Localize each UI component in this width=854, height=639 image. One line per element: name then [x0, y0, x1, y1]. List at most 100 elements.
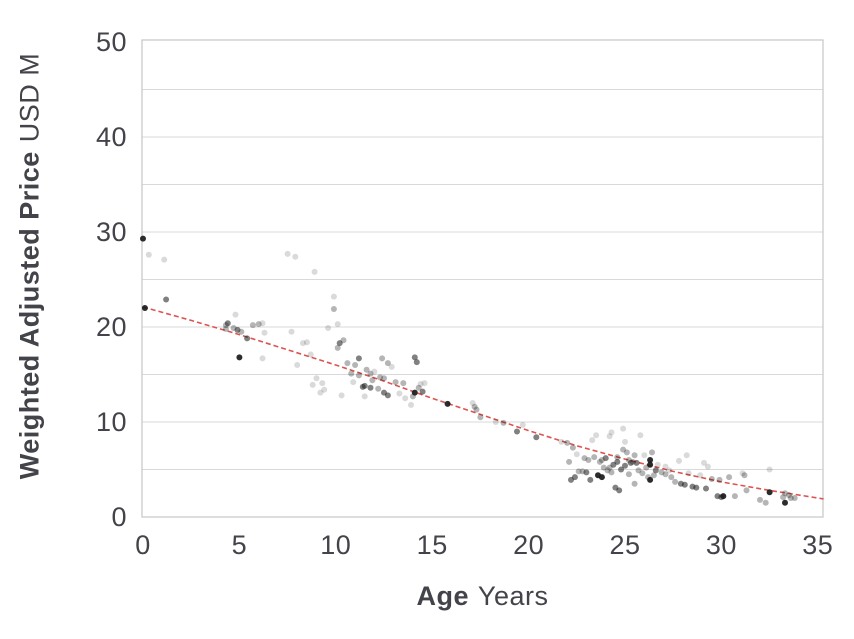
scatter-point [336, 340, 343, 347]
scatter-point [236, 354, 243, 361]
scatter-point [685, 470, 692, 477]
scatter-point [787, 495, 794, 501]
scatter-point [654, 461, 661, 468]
scatter-point [672, 478, 679, 485]
x-tick-label: 35 [802, 530, 833, 560]
scatter-point [500, 419, 507, 426]
scatter-point [573, 451, 580, 458]
scatter-point [369, 377, 376, 384]
scatter-point [741, 472, 748, 479]
scatter-point [635, 467, 642, 474]
x-tick-label: 15 [417, 530, 448, 560]
scatter-point [384, 360, 391, 367]
scatter-point [292, 253, 299, 260]
scatter-point [631, 452, 638, 459]
scatter-point [141, 305, 148, 311]
scatter-point [350, 379, 357, 386]
scatter-point [361, 393, 368, 400]
scatter-point [639, 470, 646, 477]
scatter-point [739, 470, 746, 477]
scatter-point [244, 335, 251, 342]
trendline [142, 306, 824, 500]
scatter-point [708, 476, 715, 482]
scatter-point [625, 471, 632, 478]
x-axis-title-unit: Years [477, 581, 549, 611]
scatter-point [591, 454, 598, 461]
scatter-point [593, 432, 600, 439]
scatter-point [259, 355, 266, 362]
scatter-point [379, 355, 386, 362]
scatter-point [400, 380, 407, 387]
scatter-point [716, 476, 723, 483]
scatter-point [649, 449, 655, 456]
x-tick-label: 5 [232, 530, 248, 560]
scatter-point [317, 389, 324, 396]
scatter-point [614, 458, 621, 465]
scatter-point [647, 476, 654, 483]
scatter-point [338, 392, 345, 399]
scatter-point [396, 390, 403, 397]
scatter-point [631, 480, 638, 487]
scatter-point [589, 437, 596, 444]
y-tick-label: 20 [96, 312, 127, 342]
y-tick-label: 50 [96, 27, 127, 57]
scatter-point [641, 452, 648, 459]
scatter-point [402, 395, 409, 402]
scatter-point [583, 469, 590, 476]
scatter-point [637, 432, 644, 439]
scatter-point [782, 499, 788, 506]
scatter-point [411, 354, 418, 361]
x-axis-title-main: Age [416, 581, 470, 611]
scatter-point [791, 495, 798, 501]
scatter-point [321, 386, 328, 393]
scatter-point [300, 340, 306, 347]
scatter-point [249, 322, 256, 329]
scatter-point [288, 328, 295, 335]
y-tick-label: 0 [111, 502, 127, 532]
scatter-point [259, 320, 266, 327]
scatter-point [361, 382, 368, 389]
scatter-point [585, 457, 592, 463]
scatter-point [627, 459, 634, 466]
x-tick-label: 30 [706, 530, 737, 560]
scatter-point [662, 463, 669, 470]
scatter-point [620, 425, 627, 432]
x-tick-label: 10 [320, 530, 351, 560]
scatter-point [309, 381, 316, 388]
scatter-point [697, 472, 704, 479]
scatter-point [519, 421, 526, 428]
scatter-point [334, 344, 341, 351]
scatter-point [596, 458, 603, 465]
scatter-point [371, 368, 378, 375]
scatter-point [355, 372, 362, 379]
scatter-point [334, 321, 341, 328]
scatter-point [367, 370, 374, 377]
scatter-point [303, 339, 310, 346]
scatter-point [307, 351, 314, 358]
scatter-point [602, 455, 609, 462]
scatter-point [762, 499, 769, 506]
scatter-point [363, 366, 370, 373]
scatter-point [662, 471, 669, 478]
scatter-point [473, 406, 480, 413]
scatter-point [566, 458, 573, 465]
scatter-point [421, 380, 428, 387]
scatter-point [766, 489, 773, 496]
scatter-point [477, 414, 484, 421]
scatter-point [232, 311, 239, 318]
scatter-point [743, 487, 750, 494]
scatter-point [319, 380, 326, 387]
scatter-point [622, 438, 628, 445]
scatter-point [647, 457, 654, 463]
scatter-point [284, 250, 291, 257]
scatter-point [616, 487, 623, 494]
scatter-point [311, 268, 318, 275]
y-tick-label: 40 [96, 122, 127, 152]
scatter-point [575, 468, 582, 475]
scatter-point [587, 476, 594, 483]
scatter-point [581, 455, 588, 462]
scatter-point [693, 484, 700, 491]
scatter-point [377, 374, 384, 381]
scatter-point [161, 256, 168, 263]
